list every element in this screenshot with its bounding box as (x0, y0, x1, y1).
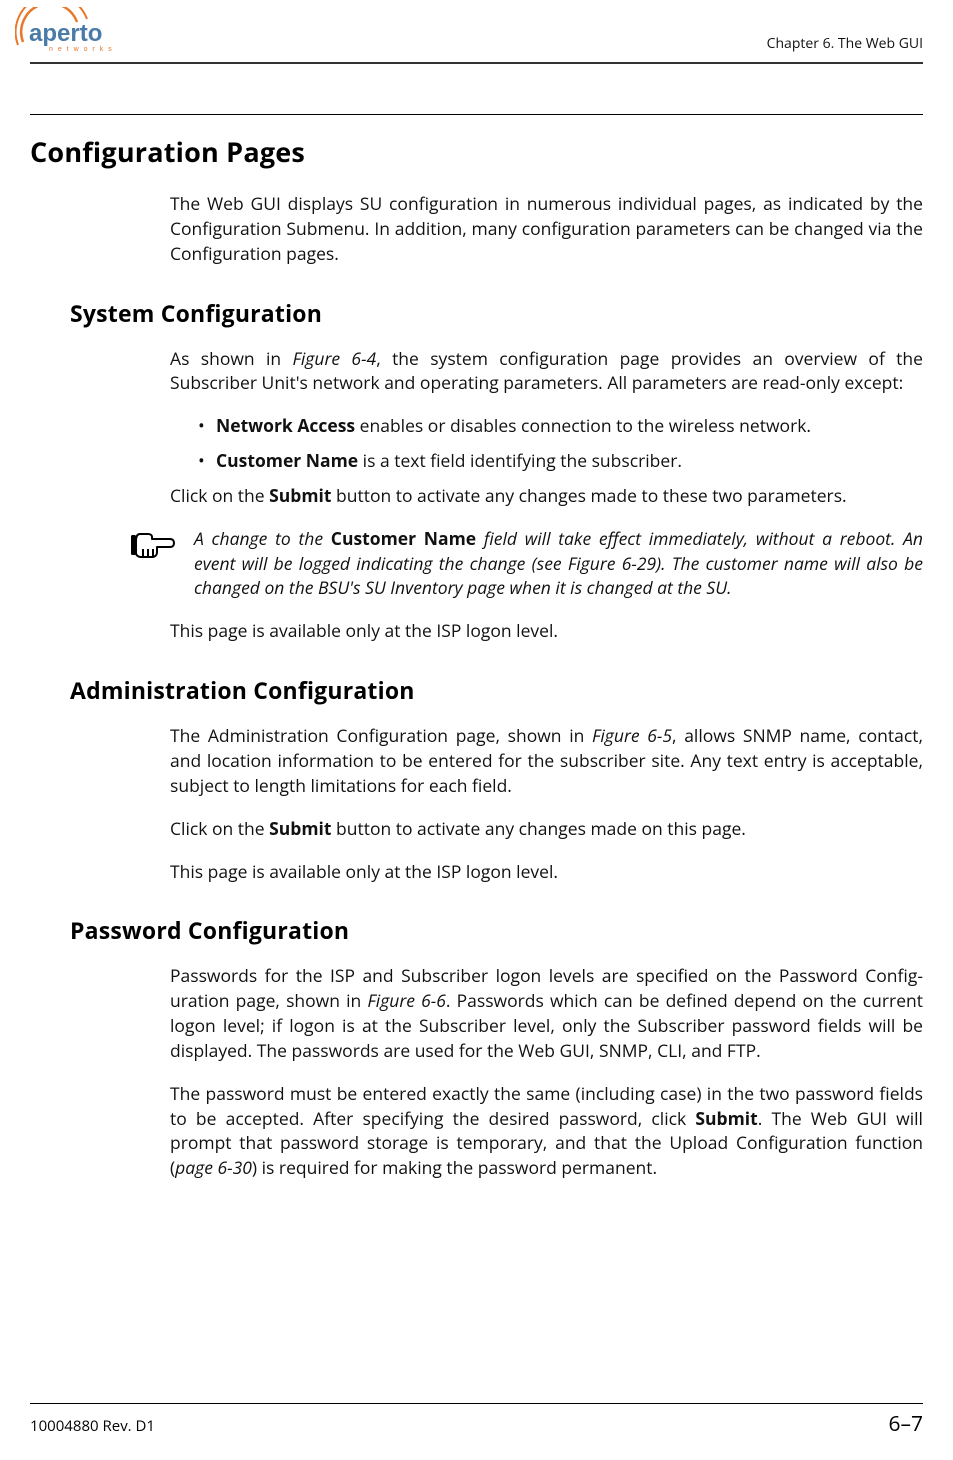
syscfg-para2-pre: Click on the (170, 484, 269, 508)
figure-ref-6-5: Figure 6-5 (592, 724, 672, 748)
page-footer: 10004880 Rev. D1 6–7 (30, 1403, 923, 1438)
page-header: aperto n e t w o r k s Chapter 6. The We… (30, 10, 923, 64)
brand-logo: aperto n e t w o r k s (15, 7, 145, 57)
section-rule (30, 114, 923, 115)
pwdcfg-para2-c: ) is required for making the password pe… (252, 1156, 657, 1180)
note-pre: A change to the (194, 527, 331, 551)
page-number: 6–7 (888, 1410, 923, 1438)
admincfg-para1: The Administration Configuration page, s… (170, 724, 923, 799)
note-text: A change to the Customer Name field will… (194, 527, 923, 602)
subhead-admin-config: Administration Configuration (70, 674, 923, 706)
section-intro: The Web GUI displays SU configuration in… (170, 192, 923, 267)
pwdcfg-para1: Passwords for the ISP and Subscriber log… (170, 964, 923, 1063)
note-callout: A change to the Customer Name field will… (170, 527, 923, 602)
submit-ref-3: Submit (695, 1107, 757, 1131)
syscfg-para3: This page is available only at the ISP l… (170, 619, 923, 644)
submit-ref-1: Submit (269, 484, 331, 508)
chapter-label: Chapter 6. The Web GUI (767, 34, 923, 53)
term-customer-name-desc: is a text field identifying the subscrib… (358, 449, 682, 473)
syscfg-para2: Click on the Submit button to activate a… (170, 484, 923, 509)
logo-tagline: n e t w o r k s (49, 46, 113, 53)
figure-ref-6-6: Figure 6-6 (367, 989, 445, 1013)
admincfg-para2-pre: Click on the (170, 817, 269, 841)
admincfg-para2: Click on the Submit button to activate a… (170, 817, 923, 842)
bullet-network-access: Network Access enables or disables conne… (198, 414, 923, 439)
figure-ref-6-4: Figure 6-4 (293, 347, 377, 371)
admincfg-para1-pre: The Administration Configuration page, s… (170, 724, 592, 748)
syscfg-para1-pre: As shown in (170, 347, 293, 371)
doc-revision: 10004880 Rev. D1 (30, 1416, 155, 1436)
admincfg-para2-post: button to activate any changes made on t… (331, 817, 745, 841)
syscfg-para2-post: button to activate any changes made to t… (331, 484, 846, 508)
section-title: Configuration Pages (30, 133, 923, 170)
syscfg-bullets: Network Access enables or disables conne… (170, 414, 923, 474)
admincfg-para3: This page is available only at the ISP l… (170, 860, 923, 885)
term-network-access-desc: enables or disables connection to the wi… (355, 414, 811, 438)
pointing-hand-icon (130, 529, 176, 570)
logo-text: aperto (29, 20, 102, 47)
note-bold: Customer Name (331, 527, 476, 551)
bullet-customer-name: Customer Name is a text field identifyin… (198, 449, 923, 474)
page-ref-6-30: page 6-30 (175, 1156, 252, 1180)
submit-ref-2: Submit (269, 817, 331, 841)
pwdcfg-para2: The password must be entered exactly the… (170, 1082, 923, 1181)
subhead-system-config: System Configuration (70, 297, 923, 329)
term-network-access: Network Access (216, 414, 355, 438)
syscfg-para1: As shown in Figure 6-4, the system confi… (170, 347, 923, 397)
page-content: Configuration Pages The Web GUI displays… (30, 64, 923, 1181)
subhead-password-config: Password Configuration (70, 914, 923, 946)
term-customer-name: Customer Name (216, 449, 358, 473)
